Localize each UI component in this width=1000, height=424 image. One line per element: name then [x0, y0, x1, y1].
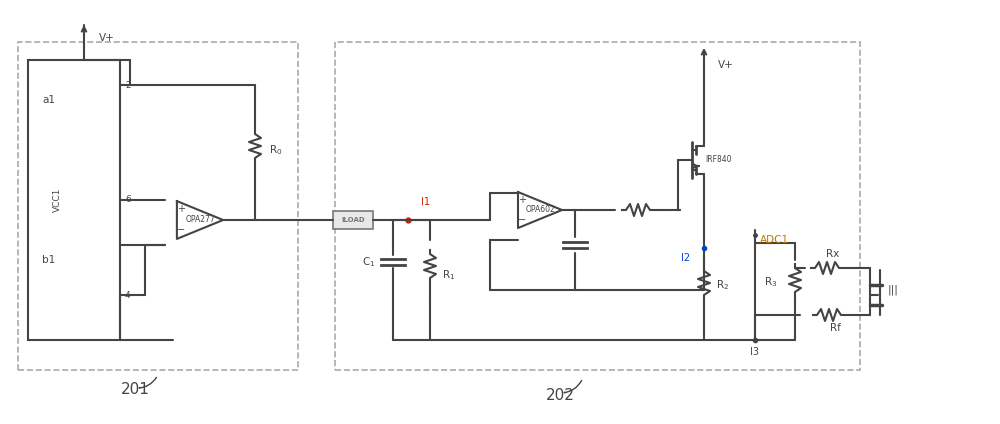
FancyArrowPatch shape [564, 380, 582, 393]
Bar [18, 42, 298, 370]
Text: b1: b1 [42, 255, 55, 265]
Text: V+: V+ [718, 60, 734, 70]
Text: VCC1: VCC1 [52, 188, 62, 212]
Text: a1: a1 [42, 95, 55, 105]
Text: −: − [518, 215, 526, 225]
Text: +: + [177, 204, 185, 215]
FancyArrowPatch shape [139, 377, 157, 388]
Text: 2: 2 [125, 81, 131, 89]
Text: −: − [177, 226, 185, 235]
Text: R$_1$: R$_1$ [442, 268, 455, 282]
Text: Rf: Rf [830, 323, 840, 333]
Bar [28, 60, 120, 340]
Text: Rx: Rx [826, 249, 840, 259]
Text: R$_0$: R$_0$ [269, 143, 282, 157]
Text: I1: I1 [422, 197, 430, 207]
Text: OPA277: OPA277 [185, 215, 215, 224]
Text: |||: ||| [888, 285, 899, 295]
Text: R$_2$: R$_2$ [716, 278, 729, 292]
Text: 6: 6 [125, 195, 131, 204]
Text: ILOAD: ILOAD [341, 217, 365, 223]
Text: 4: 4 [125, 290, 131, 299]
Text: R$_3$: R$_3$ [764, 275, 777, 289]
Text: +: + [518, 195, 526, 205]
Text: IRF840: IRF840 [705, 156, 732, 165]
Text: I2: I2 [681, 253, 691, 263]
Text: 201: 201 [121, 382, 149, 398]
Bar [333, 211, 373, 229]
Text: OPA602: OPA602 [525, 206, 555, 215]
Bar [335, 42, 860, 370]
Text: C$_1$: C$_1$ [362, 255, 375, 269]
Text: ADC1: ADC1 [760, 235, 789, 245]
Text: V+: V+ [99, 33, 115, 43]
Text: I3: I3 [750, 347, 759, 357]
Text: 202: 202 [546, 388, 574, 402]
